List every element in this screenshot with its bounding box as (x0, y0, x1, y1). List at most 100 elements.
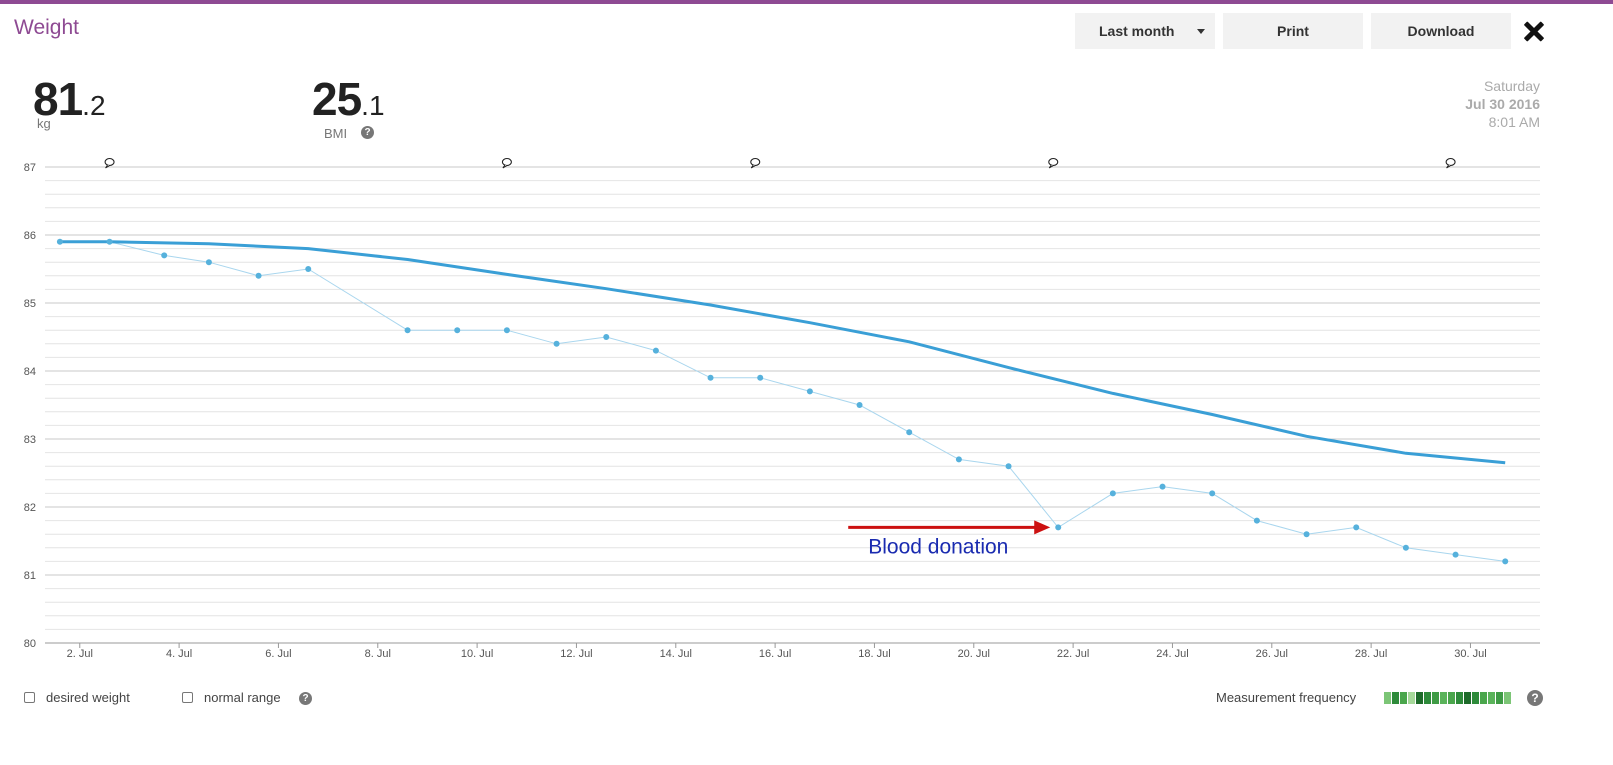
x-tick-label: 14. Jul (660, 648, 692, 660)
y-tick-label: 80 (24, 638, 36, 650)
measurement-point (856, 402, 863, 408)
measurement-day: Saturday (1483, 78, 1540, 94)
x-tick-label: 26. Jul (1256, 648, 1288, 660)
measurement-point (806, 388, 813, 395)
note-bubble-icon[interactable] (501, 157, 512, 169)
frequency-cell (1496, 692, 1503, 704)
x-tick-label: 30. Jul (1454, 648, 1486, 660)
frequency-cell (1464, 692, 1471, 704)
measurement-point (1502, 558, 1509, 565)
download-button[interactable]: Download (1371, 13, 1511, 49)
x-tick-label: 24. Jul (1156, 648, 1188, 660)
y-tick-label: 87 (24, 162, 36, 174)
x-tick-label: 6. Jul (265, 648, 291, 660)
x-tick-label: 16. Jul (759, 648, 791, 660)
weight-unit: kg (37, 116, 51, 131)
measurement-point (1055, 524, 1062, 531)
frequency-cell (1424, 692, 1431, 704)
x-tick-label: 8. Jul (365, 648, 391, 660)
annotation-label: Blood donation (868, 535, 1008, 558)
frequency-cell (1504, 692, 1511, 704)
bmi-label: BMI (324, 126, 348, 141)
measurement-point (707, 374, 714, 381)
measurement-point (205, 259, 212, 266)
measurement-point (1402, 544, 1409, 551)
note-bubble-icon[interactable] (104, 157, 115, 169)
frequency-cell (1408, 692, 1415, 704)
print-button[interactable]: Print (1223, 13, 1363, 49)
bmi-decimal: .1 (361, 90, 385, 121)
measurement-point (454, 327, 461, 334)
measurement-point (757, 374, 764, 381)
measurement-point (1005, 463, 1012, 470)
x-tick-label: 22. Jul (1057, 648, 1089, 660)
measurement-date: Saturday Jul 30 2016 8:01 AM (1465, 77, 1540, 131)
desired-weight-toggle[interactable]: desired weight (24, 690, 130, 705)
trend-line (59, 240, 1506, 465)
measurement-point (503, 327, 510, 334)
x-tick-label: 20. Jul (958, 648, 990, 660)
y-tick-label: 82 (24, 502, 36, 514)
measurement-point (56, 238, 63, 245)
desired-weight-checkbox[interactable] (24, 692, 35, 703)
bmi-integer: 25 (312, 73, 362, 125)
measurement-point (305, 266, 312, 272)
frequency-cell (1384, 692, 1391, 704)
x-tick-label: 28. Jul (1355, 648, 1387, 660)
measurement-point (553, 340, 560, 347)
y-tick-label: 86 (24, 230, 36, 242)
measurement-point (1209, 490, 1216, 497)
note-bubble-icon[interactable] (1048, 157, 1059, 169)
measurement-frequency-bar (1384, 692, 1511, 704)
frequency-cell (1392, 692, 1399, 704)
bmi-help-icon[interactable]: ? (361, 126, 374, 139)
annotation-arrow-head (1034, 520, 1051, 535)
weight-decimal: .2 (82, 90, 106, 121)
measurement-point (1159, 483, 1166, 490)
measurement-point (1253, 517, 1260, 524)
y-tick-label: 83 (24, 434, 36, 446)
frequency-cell (1480, 692, 1487, 704)
range-dropdown[interactable]: Last month (1075, 13, 1215, 49)
range-dropdown-label: Last month (1099, 23, 1175, 39)
measurement-point (1452, 551, 1459, 558)
top-accent-stripe (0, 0, 1613, 4)
weight-chart[interactable]: 80 81 82 83 84 85 86 87 2. Jul 4. Jul 6. Jul 8. Jul… (0, 150, 1613, 670)
frequency-help-icon[interactable]: ? (1527, 690, 1543, 706)
measurement-point (1303, 531, 1310, 538)
page-title: Weight (14, 16, 79, 39)
measurement-point (255, 272, 262, 279)
frequency-cell (1456, 692, 1463, 704)
measurement-point (404, 327, 411, 334)
frequency-cell (1440, 692, 1447, 704)
measurement-point (1353, 524, 1360, 531)
normal-range-checkbox[interactable] (182, 692, 193, 703)
y-tick-label: 81 (24, 570, 36, 582)
frequency-cell (1488, 692, 1495, 704)
measurement-point (652, 347, 659, 354)
frequency-cell (1416, 692, 1423, 704)
current-weight: 81.2 (33, 72, 106, 126)
caret-down-icon (1197, 29, 1205, 34)
normal-range-help-icon[interactable]: ? (299, 692, 312, 705)
normal-range-label: normal range (204, 690, 281, 705)
y-tick-label: 85 (24, 298, 36, 310)
x-tick-label: 12. Jul (560, 648, 592, 660)
note-bubble-icon[interactable] (750, 157, 761, 169)
measurement-point (955, 456, 962, 463)
close-icon[interactable] (1520, 14, 1550, 48)
normal-range-toggle[interactable]: normal range (182, 690, 281, 705)
measurement-point (1109, 490, 1116, 497)
current-bmi: 25.1 (312, 72, 385, 126)
x-tick-label: 18. Jul (858, 648, 890, 660)
measurement-frequency-label: Measurement frequency (1216, 690, 1357, 705)
y-tick-label: 84 (24, 366, 36, 378)
frequency-cell (1472, 692, 1479, 704)
frequency-cell (1448, 692, 1455, 704)
measurement-point (906, 429, 913, 436)
weight-integer: 81 (33, 73, 83, 125)
measurement-point (161, 252, 168, 259)
measurement-time: 8:01 AM (1488, 114, 1540, 130)
note-bubble-icon[interactable] (1445, 157, 1456, 169)
x-tick-label: 2. Jul (67, 648, 93, 660)
